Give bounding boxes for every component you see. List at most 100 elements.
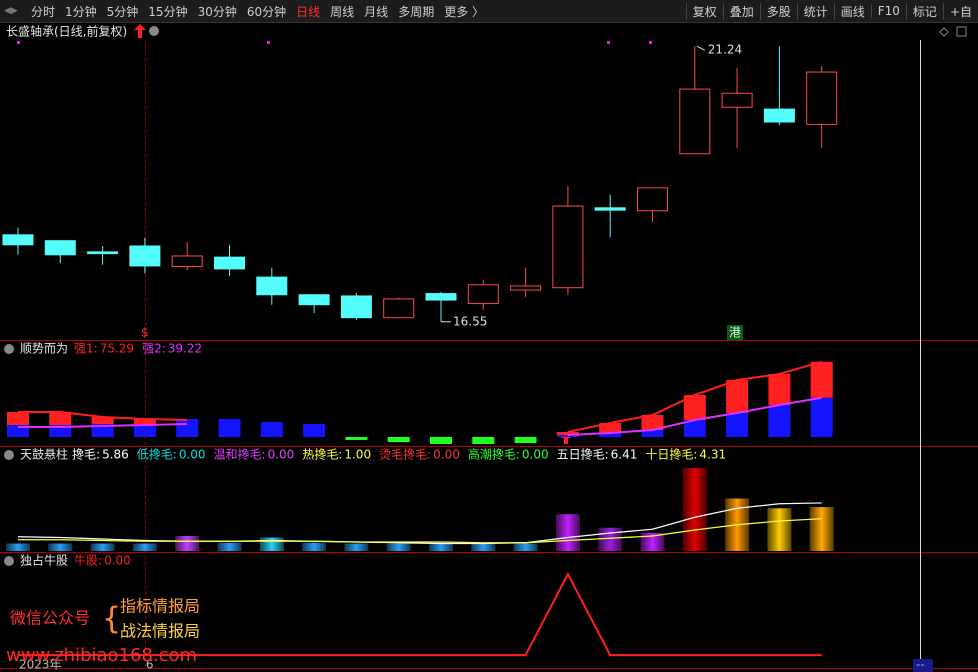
bar (471, 543, 496, 552)
legend-text: 0.00 (104, 554, 131, 568)
collapse-icon[interactable] (4, 450, 14, 460)
period-tab[interactable]: 1分钟 (65, 4, 97, 19)
tool-button[interactable]: 画线 (833, 2, 871, 20)
period-tab[interactable]: 5分钟 (106, 4, 139, 19)
candle-body (637, 187, 668, 212)
bar (345, 437, 368, 440)
legend-text: 4.31 (699, 448, 726, 462)
candle-body (763, 108, 795, 123)
bar (429, 542, 453, 552)
candle-body (214, 256, 245, 270)
bar-upper (768, 374, 791, 405)
bar-upper (683, 395, 706, 420)
signal-dots (17, 41, 652, 44)
period-tab[interactable]: 60分钟 (246, 4, 287, 19)
legend-text: 0.00 (179, 448, 206, 462)
legend-text: 高潮搀毛: (468, 447, 520, 462)
candle-body (256, 276, 288, 296)
legend-text: 烫毛搀毛: (379, 448, 431, 462)
legend-text: 强1: (74, 342, 98, 356)
tool-button[interactable]: 叠加 (722, 2, 760, 20)
watermark-brace: { (102, 602, 121, 637)
bar (132, 543, 157, 552)
legend-text: 6.41 (611, 448, 638, 462)
series-line (18, 396, 822, 436)
period-tab[interactable]: 15分钟 (148, 4, 188, 19)
tool-button[interactable]: 统计 (796, 2, 834, 20)
nav-arrows[interactable]: ◀▶ (4, 6, 18, 16)
candle-body (2, 234, 34, 246)
up-arrow-icon (134, 24, 146, 38)
bar (809, 507, 834, 552)
corner-box (913, 659, 933, 672)
bar (556, 435, 579, 437)
bar (641, 430, 664, 437)
candle-body (806, 71, 838, 125)
tool-buttons: 复权 叠加 多股 统计 画线 F10 标记 +自 (685, 0, 978, 22)
bar (555, 514, 580, 552)
bar (430, 437, 452, 444)
bar (90, 543, 115, 552)
bar-upper (49, 412, 72, 425)
period-tab[interactable]: 多周期 (398, 4, 435, 19)
period-tab[interactable]: 分时 (31, 4, 56, 19)
bar (514, 437, 537, 443)
candle-body (129, 245, 161, 267)
period-tab[interactable]: 日线 (296, 4, 321, 19)
diamond-icon[interactable] (939, 27, 949, 37)
bar (344, 543, 369, 552)
candle-body (552, 205, 584, 289)
bar-upper (91, 417, 114, 424)
signal-dot (267, 41, 270, 44)
collapse-icon[interactable] (4, 556, 14, 566)
frames (0, 340, 978, 669)
tool-button[interactable]: +自 (942, 2, 978, 20)
bar (133, 424, 156, 437)
candle-body (383, 298, 415, 319)
legend-text: 0.00 (433, 448, 460, 462)
bar (767, 508, 792, 552)
x-tick-label: 6 (146, 658, 154, 672)
period-tab[interactable]: 30分钟 (197, 4, 237, 19)
grid (0, 89, 920, 611)
collapse-icon[interactable] (149, 26, 159, 36)
tool-button[interactable]: 标记 (905, 2, 943, 20)
candle-body (425, 293, 457, 301)
candle-body (467, 284, 499, 305)
bar (810, 397, 833, 437)
period-tab[interactable]: 周线 (330, 4, 355, 19)
tool-button[interactable]: 复权 (685, 2, 723, 20)
bar (218, 419, 241, 437)
bar (259, 537, 284, 552)
marker-box (727, 325, 743, 340)
legend-text: 牛股: (74, 553, 102, 568)
bar-upper (133, 419, 156, 424)
collapse-icon[interactable] (4, 344, 14, 354)
period-tab[interactable]: 月线 (364, 4, 389, 19)
signal-dot (17, 41, 20, 44)
square-icon[interactable] (956, 26, 967, 37)
tool-button[interactable]: 多股 (759, 2, 797, 20)
legend-text: 0.00 (268, 448, 295, 462)
legend-text: 75.29 (100, 342, 134, 356)
legend-text: 0.00 (522, 448, 549, 462)
legend-text: 独占牛股 (20, 553, 68, 568)
tool-button[interactable]: F10 (870, 4, 906, 18)
series-line (18, 360, 822, 433)
bar (303, 424, 326, 437)
candle-body (679, 88, 711, 155)
marker-dollar: $ (141, 326, 149, 340)
bar (599, 433, 622, 437)
bar (768, 405, 791, 437)
legend-text: 强2: (142, 342, 166, 356)
bar (513, 543, 538, 552)
legend-text: 5.86 (102, 448, 129, 462)
panel-title: 长盛轴承(日线,前复权) (6, 24, 127, 39)
watermark-line1: 指标情报局 (120, 597, 200, 616)
candle-body (721, 92, 753, 108)
bar (640, 533, 665, 552)
signal-dot (649, 41, 652, 44)
bar-upper (726, 380, 749, 413)
low-label: 16.55 (453, 314, 487, 328)
period-tab[interactable]: 更多 〉 (444, 4, 485, 19)
